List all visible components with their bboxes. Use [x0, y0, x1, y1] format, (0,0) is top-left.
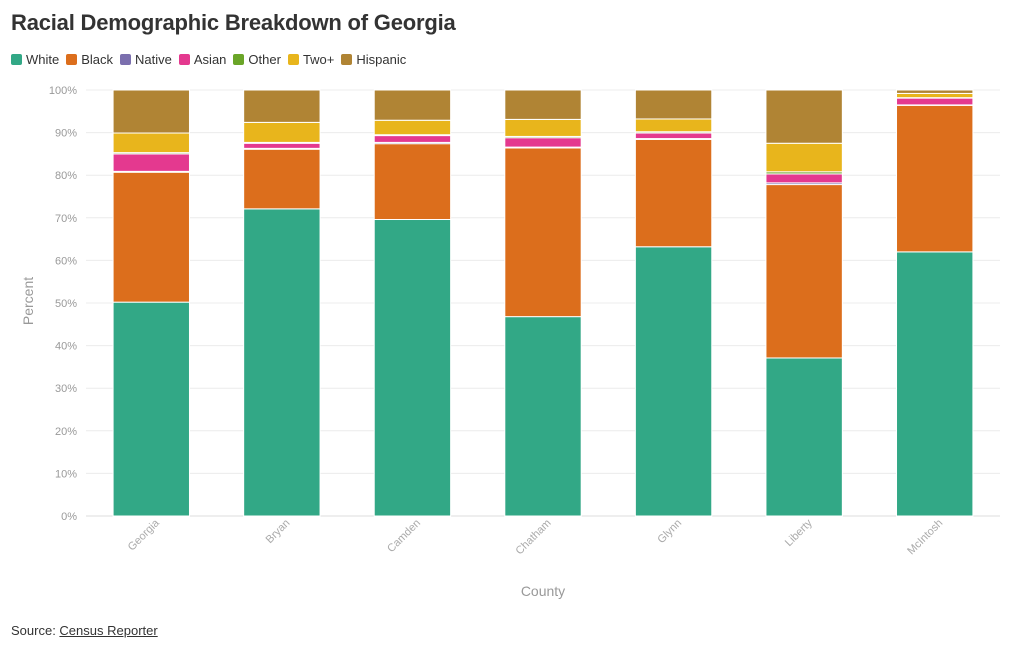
y-tick-label: 30% [55, 383, 77, 395]
legend-label: Hispanic [356, 52, 407, 67]
bar-segment-glynn-white[interactable] [634, 246, 713, 517]
bar-segment-liberty-black[interactable] [765, 184, 843, 359]
bar-segment-georgia-hispanic[interactable] [112, 89, 190, 134]
legend-label: Two+ [302, 52, 335, 67]
legend-swatch [11, 54, 22, 65]
bar-segment-bryan-black[interactable] [243, 148, 321, 210]
bar-segment-camden-white[interactable] [373, 219, 452, 517]
y-tick-label: 0% [61, 511, 77, 523]
bar-segment-chatham-hispanic[interactable] [504, 89, 582, 120]
bar-segment-camden-hispanic[interactable] [373, 89, 452, 121]
legend-swatch [341, 54, 353, 65]
legend-item-hispanic[interactable]: Hispanic [341, 52, 406, 67]
bar-segment-camden-two-[interactable] [373, 119, 452, 136]
bar-segment-georgia-asian[interactable] [112, 153, 190, 172]
bar-segment-mcintosh-two-[interactable] [896, 92, 974, 99]
legend-label: Native [135, 52, 172, 67]
legend-item-other[interactable]: Other [233, 52, 281, 67]
y-tick-label: 20% [55, 426, 77, 438]
bar-segment-liberty-white[interactable] [765, 357, 843, 517]
legend-label: Black [81, 52, 114, 67]
source-note: Source: Census Reporter [11, 623, 158, 638]
bar-segment-georgia-two-[interactable] [112, 132, 190, 154]
legend-label: Asian [193, 52, 227, 67]
bar-segment-glynn-two-[interactable] [634, 118, 713, 133]
source-link[interactable]: Census Reporter [59, 623, 158, 638]
legend-item-black[interactable]: Black [66, 52, 113, 67]
legend-swatch [178, 54, 190, 65]
bar-segment-georgia-black[interactable] [112, 171, 190, 303]
y-tick-label: 60% [55, 255, 77, 267]
x-tick-label: Liberty [783, 517, 815, 549]
bar-segment-liberty-hispanic[interactable] [765, 89, 843, 144]
bar-segment-bryan-two-[interactable] [243, 121, 321, 143]
bar-segment-chatham-black[interactable] [504, 147, 582, 318]
bar-segment-mcintosh-asian[interactable] [896, 97, 974, 106]
bar-segment-camden-black[interactable] [373, 143, 452, 221]
y-tick-label: 100% [49, 85, 77, 97]
bar-segment-glynn-black[interactable] [634, 138, 713, 248]
chart-legend: White Black Native Asian Other Two+ Hispanic [11, 52, 413, 67]
bar-segment-mcintosh-black[interactable] [896, 104, 974, 253]
legend-swatch [120, 54, 132, 65]
y-tick-label: 50% [55, 298, 77, 310]
x-tick-label: Georgia [126, 517, 163, 554]
legend-swatch [66, 54, 78, 65]
legend-item-native[interactable]: Native [120, 52, 172, 67]
legend-item-two-[interactable]: Two+ [287, 52, 335, 67]
legend-item-asian[interactable]: Asian [178, 52, 227, 67]
bar-segment-chatham-asian[interactable] [504, 137, 582, 148]
bar-segment-liberty-asian[interactable] [765, 173, 843, 184]
bar-segment-mcintosh-white[interactable] [896, 251, 974, 517]
legend-label: Other [248, 52, 281, 67]
y-axis-title: Percent [20, 277, 36, 325]
bar-segment-glynn-hispanic[interactable] [634, 89, 713, 120]
x-tick-label: Bryan [264, 517, 293, 546]
legend-label: White [26, 52, 60, 67]
legend-swatch [233, 54, 245, 65]
x-tick-label: Chatham [514, 517, 554, 557]
y-tick-label: 80% [55, 170, 77, 182]
bar-segment-camden-asian[interactable] [373, 135, 452, 143]
y-tick-label: 10% [55, 468, 77, 480]
legend-item-white[interactable]: White [11, 52, 59, 67]
bar-segment-bryan-white[interactable] [243, 208, 321, 517]
x-tick-label: Camden [385, 517, 423, 555]
x-axis-title: County [521, 583, 565, 599]
chart-title: Racial Demographic Breakdown of Georgia [11, 10, 456, 35]
y-tick-label: 90% [55, 128, 77, 140]
bar-segment-chatham-two-[interactable] [504, 118, 582, 137]
bar-segment-mcintosh-hispanic[interactable] [896, 89, 974, 94]
bar-segment-liberty-two-[interactable] [765, 142, 843, 173]
y-tick-label: 40% [55, 341, 77, 353]
bar-segment-chatham-white[interactable] [504, 316, 582, 517]
bar-segment-georgia-white[interactable] [112, 301, 190, 517]
x-tick-label: Glynn [655, 517, 684, 546]
bar-segment-bryan-asian[interactable] [243, 142, 321, 149]
bar-segment-glynn-asian[interactable] [634, 132, 713, 140]
bar-segment-bryan-hispanic[interactable] [243, 89, 321, 123]
source-label: Source: [11, 623, 60, 638]
stacked-bar-chart: 0% 10% 20% 30% 40% 50% 60% 70% 80% 90% 100% Georgia… [20, 85, 1000, 599]
x-tick-label: McIntosh [905, 517, 945, 557]
y-tick-label: 70% [55, 213, 77, 225]
legend-swatch [287, 54, 299, 65]
